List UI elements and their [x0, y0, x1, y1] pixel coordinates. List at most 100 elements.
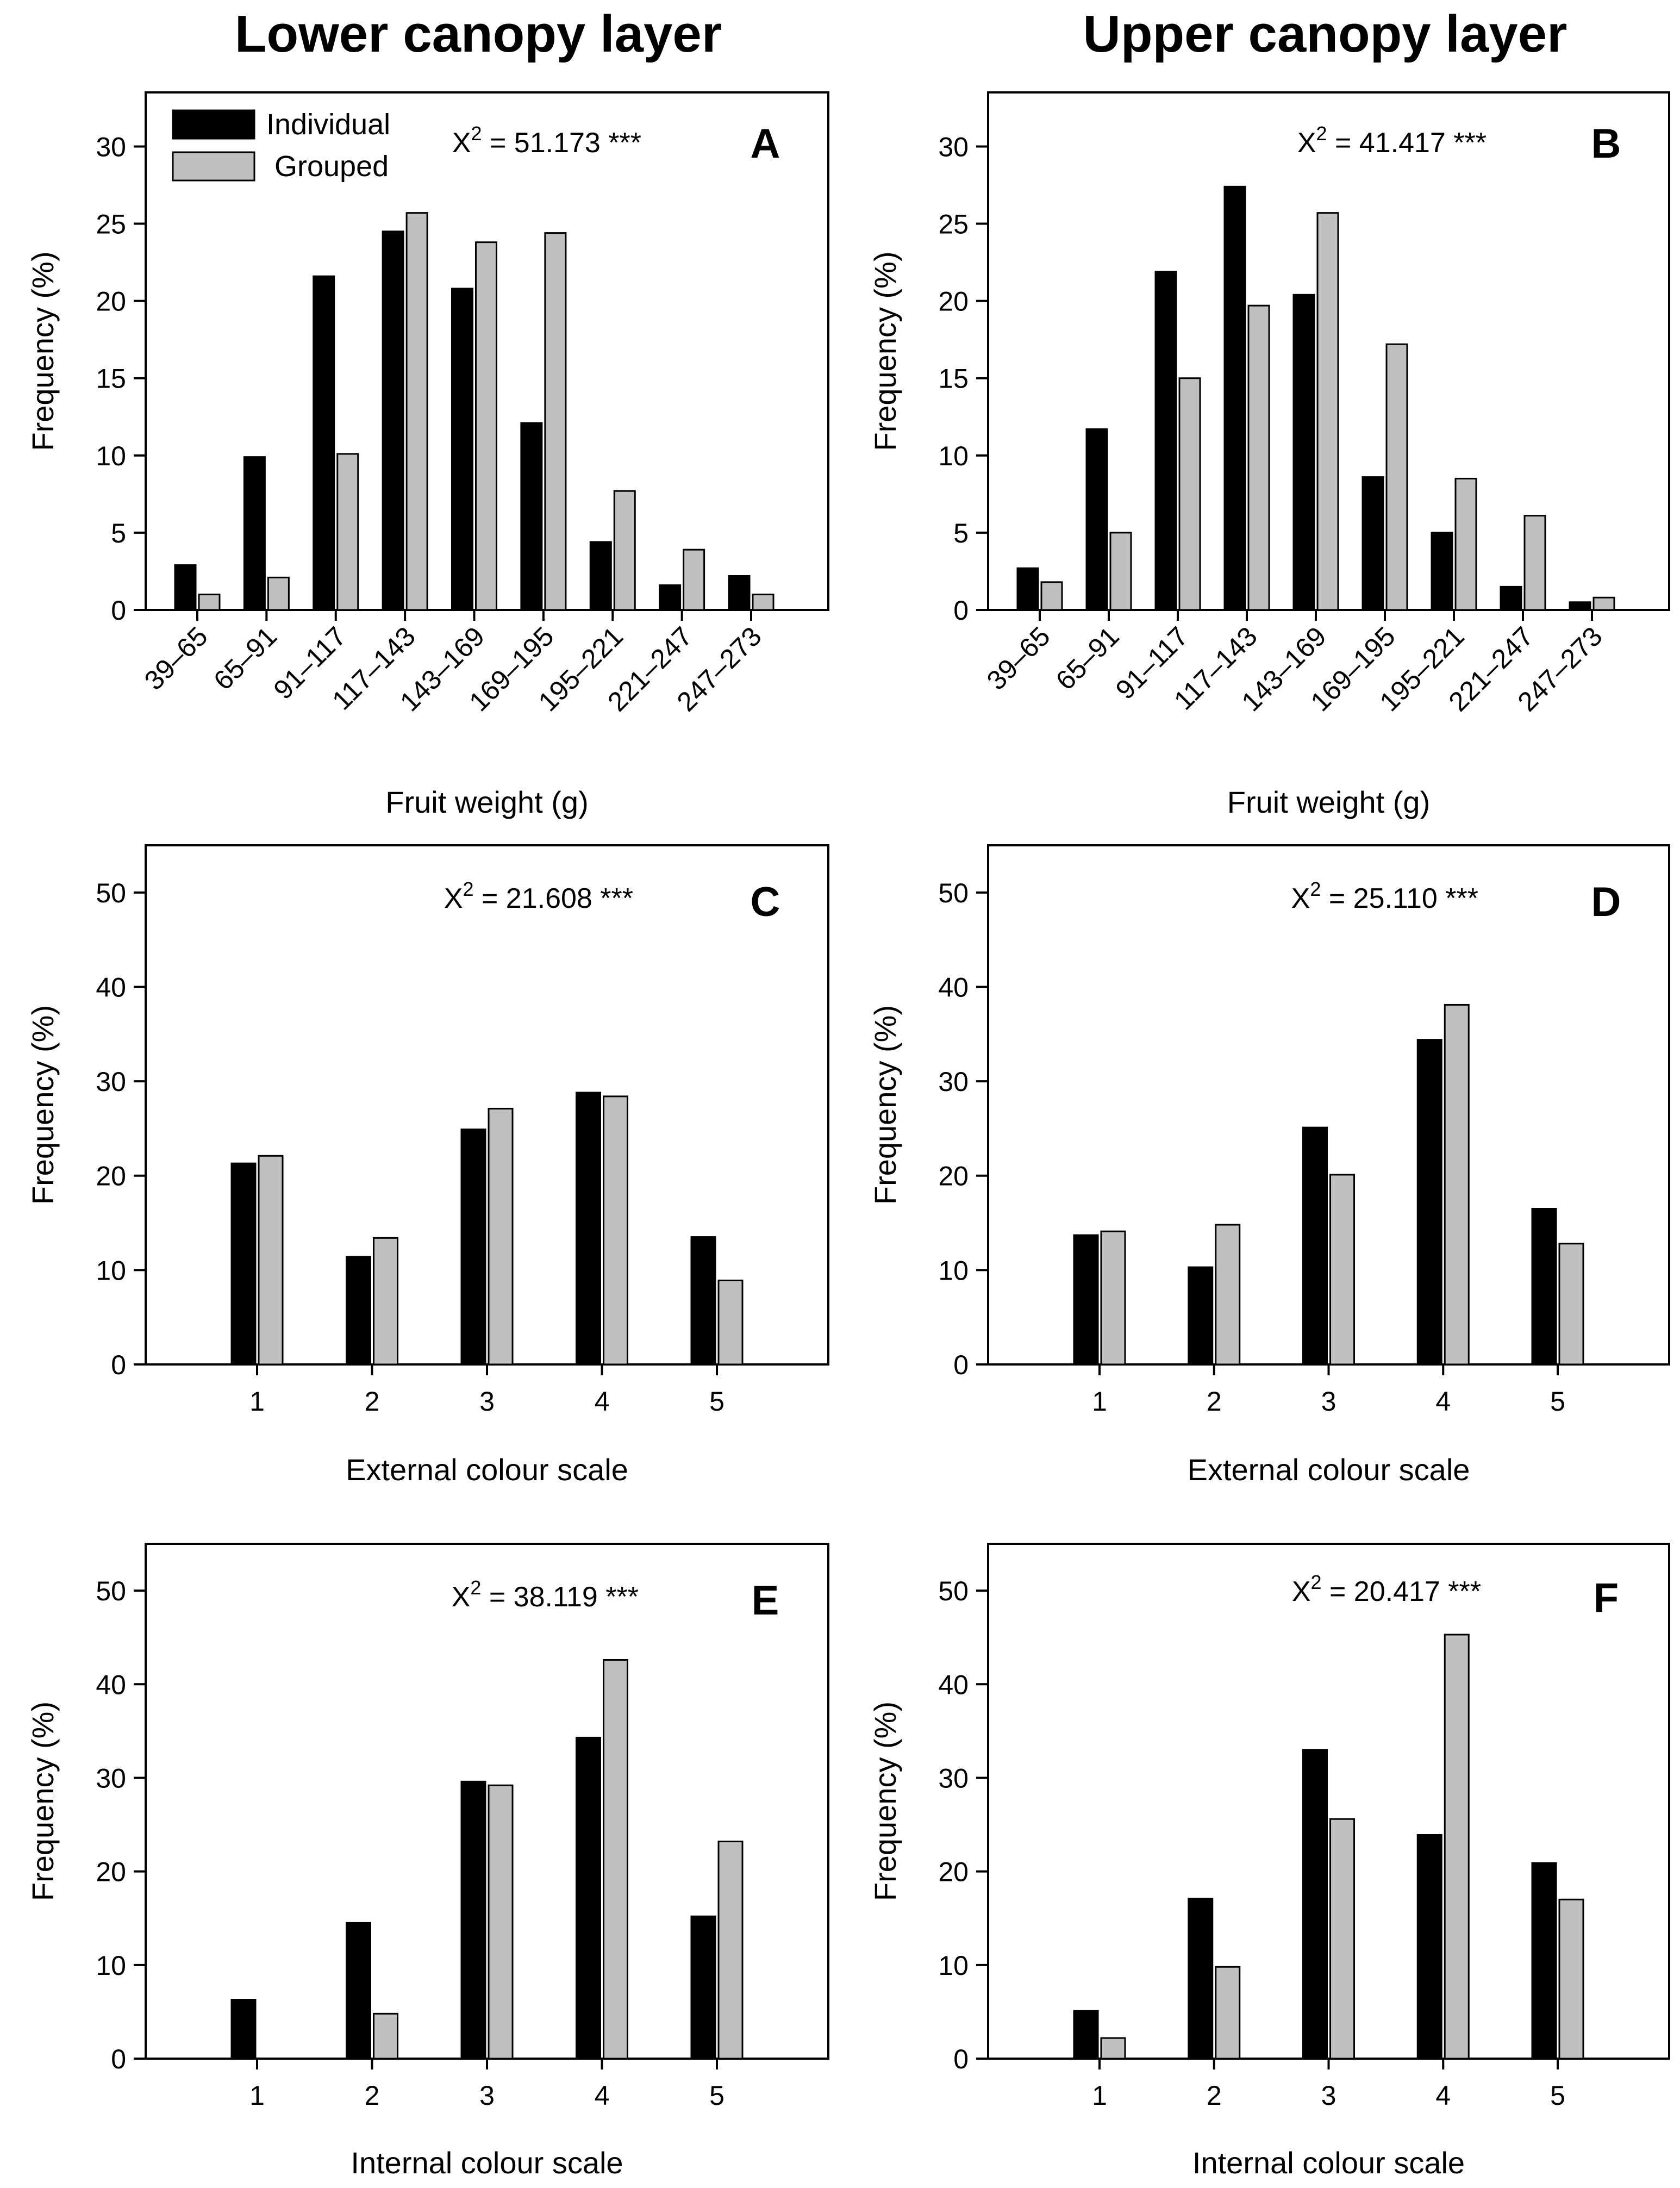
- bar-individual: [174, 564, 197, 611]
- chart-panel-e: 0 10 20 30 40 50 Frequency (%) 1 2 3 4 5 Internal co…: [26, 1543, 829, 2180]
- x-axis-title: Internal colour scale: [351, 2146, 623, 2180]
- y-tick-label: 15: [96, 364, 126, 394]
- bar-grouped: [717, 1279, 744, 1366]
- y-tick-label: 25: [938, 209, 969, 240]
- chart-panel-d: 0 10 20 30 40 50 Frequency (%) 1 2 3 4 5 External co…: [868, 844, 1670, 1487]
- y-tick-label: 10: [938, 1950, 969, 1981]
- y-tick-label: 50: [938, 1576, 969, 1606]
- bar-individual: [1073, 1234, 1099, 1366]
- bar-grouped: [1385, 343, 1408, 611]
- bar-individual: [1223, 185, 1246, 611]
- y-tick-label: 0: [953, 1350, 969, 1380]
- y-tick-label: 30: [96, 132, 126, 162]
- x-tick-label: 39–65: [139, 621, 214, 696]
- bar-grouped: [267, 576, 290, 611]
- y-tick-label: 0: [953, 595, 969, 626]
- column-title-upper: Upper canopy layer: [1083, 5, 1567, 63]
- bar-grouped: [1100, 1230, 1126, 1366]
- bar-grouped: [1444, 1003, 1470, 1366]
- bar-grouped: [373, 2012, 398, 2060]
- bar-individual: [576, 1736, 601, 2060]
- y-tick-label: 0: [953, 2044, 969, 2074]
- x-tick-label: 2: [1207, 1386, 1222, 1417]
- bar-individual: [576, 1092, 601, 1366]
- bar-individual: [243, 456, 266, 611]
- x-axis-title: Fruit weight (g): [385, 785, 588, 819]
- bar-grouped: [1454, 477, 1477, 611]
- bar-individual: [520, 422, 543, 611]
- bar-grouped: [198, 594, 221, 611]
- bar-grouped: [1329, 1174, 1355, 1366]
- y-tick-label: 10: [96, 1255, 126, 1286]
- y-axis-title: Frequency (%): [868, 1701, 902, 1901]
- bar-individual: [460, 1129, 486, 1366]
- x-tick-label: 5: [709, 2080, 725, 2111]
- y-tick-label: 20: [96, 286, 126, 317]
- y-tick-label: 20: [938, 1161, 969, 1192]
- y-tick-label: 20: [96, 1857, 126, 1887]
- x-tick-label: 3: [1321, 1386, 1336, 1417]
- chi-square-statistic: X2 = 38.119 ***: [452, 1576, 639, 1613]
- bar-grouped: [683, 548, 705, 611]
- legend: Individual Grouped: [172, 108, 390, 183]
- x-tick-label: 2: [365, 2080, 380, 2111]
- x-tick-label: 4: [595, 2080, 610, 2111]
- y-tick-label: 30: [938, 1763, 969, 1793]
- column-title-lower: Lower canopy layer: [235, 5, 722, 63]
- chi-square-statistic: X2 = 41.417 ***: [1297, 122, 1487, 159]
- y-axis-title: Frequency (%): [868, 1005, 902, 1205]
- bar-individual: [1073, 2010, 1099, 2060]
- bar-individual: [1188, 1898, 1214, 2060]
- y-tick-label: 50: [96, 878, 126, 908]
- bar-grouped: [603, 1659, 628, 2060]
- panel-letter: A: [751, 121, 780, 167]
- bar-individual: [313, 275, 335, 611]
- x-tick-label: 3: [479, 2080, 495, 2111]
- chart-panel-c: 0 10 20 30 40 50 Frequency (%) 1 2 3 4 5 External co…: [26, 844, 829, 1487]
- panel-letter: B: [1591, 121, 1621, 167]
- x-axis-title: Fruit weight (g): [1227, 785, 1430, 819]
- y-axis-title: Frequency (%): [26, 1005, 60, 1205]
- y-tick-label: 5: [953, 518, 969, 548]
- bar-individual: [230, 1162, 257, 1366]
- bar-individual: [1431, 532, 1453, 611]
- bar-grouped: [1316, 212, 1339, 611]
- bar-individual: [346, 1256, 371, 1366]
- bar-grouped: [1100, 2037, 1126, 2060]
- y-axis-title: Frequency (%): [26, 251, 60, 451]
- bar-grouped: [1247, 304, 1270, 611]
- bar-individual: [1302, 1126, 1328, 1366]
- bar-individual: [1188, 1266, 1214, 1366]
- bar-individual: [1531, 1862, 1557, 2060]
- bar-individual: [1531, 1208, 1557, 1366]
- y-tick-label: 40: [938, 972, 969, 1002]
- bar-individual: [460, 1780, 486, 2060]
- bar-grouped: [373, 1237, 398, 1366]
- bar-grouped: [1444, 1634, 1470, 2060]
- y-tick-label: 0: [111, 2044, 126, 2074]
- bar-individual: [728, 575, 751, 611]
- x-tick-label: 1: [249, 2080, 265, 2111]
- panel-letter: D: [1591, 879, 1621, 925]
- panel-letter: C: [751, 879, 780, 925]
- y-tick-label: 10: [96, 1950, 126, 1981]
- x-axis-title: External colour scale: [1188, 1453, 1470, 1487]
- x-tick-label: 1: [1092, 1386, 1107, 1417]
- y-tick-label: 20: [938, 286, 969, 317]
- bar-individual: [230, 1999, 257, 2060]
- bar-grouped: [1558, 1898, 1584, 2060]
- x-tick-label: 5: [1550, 1386, 1565, 1417]
- x-tick-label: 1: [1092, 2080, 1107, 2111]
- bar-individual: [346, 1922, 371, 2060]
- y-tick-label: 10: [96, 441, 126, 471]
- bar-grouped: [336, 453, 359, 611]
- bar-grouped: [488, 1107, 514, 1366]
- y-tick-label: 40: [96, 1669, 126, 1700]
- panel-letter: F: [1594, 1575, 1619, 1621]
- x-axis-title: Internal colour scale: [1192, 2146, 1465, 2180]
- bar-individual: [589, 541, 612, 611]
